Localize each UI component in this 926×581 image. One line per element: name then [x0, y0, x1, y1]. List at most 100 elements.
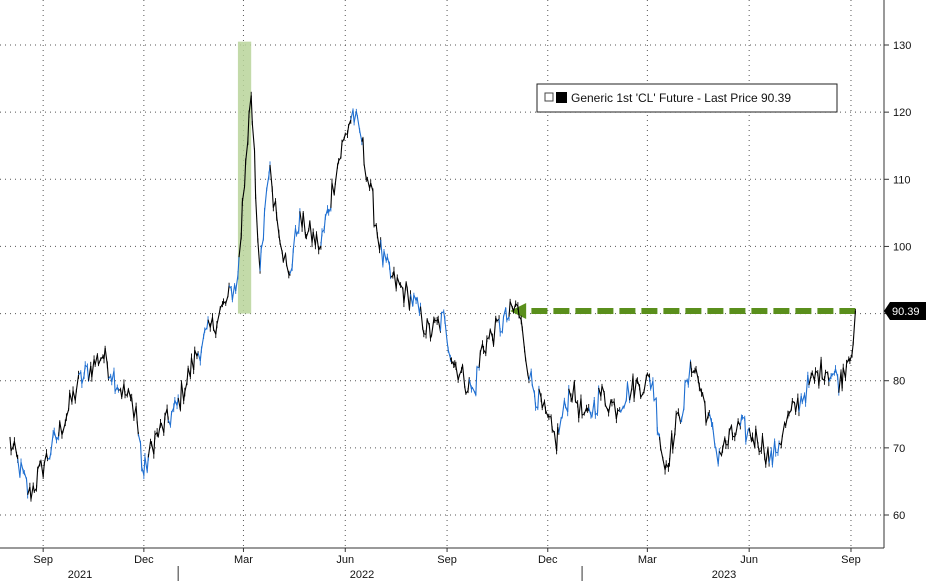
- price-line-segment: [169, 412, 173, 426]
- price-line-segment: [744, 418, 747, 442]
- price-line-segment: [771, 440, 776, 465]
- price-line-segment: [820, 359, 823, 379]
- legend: Generic 1st 'CL' Future - Last Price 90.…: [536, 83, 838, 113]
- price-line-segment: [704, 403, 707, 424]
- price-line-segment: [838, 371, 842, 393]
- price-line-segment: [677, 411, 682, 423]
- x-tick-label: Dec: [134, 554, 154, 566]
- price-line-segment: [403, 282, 407, 303]
- price-line-segment: [488, 329, 491, 338]
- price-line-segment: [281, 252, 284, 262]
- price-line-segment: [240, 201, 243, 237]
- price-line-segment: [780, 435, 783, 446]
- y-tick-label: 120: [893, 107, 911, 119]
- price-line-segment: [462, 365, 466, 388]
- price-line-segment: [238, 236, 242, 258]
- x-tick-label: Jun: [740, 554, 758, 566]
- price-line-segment: [722, 437, 726, 450]
- price-line-segment: [715, 448, 719, 465]
- price-line-segment: [269, 164, 273, 190]
- price-line-segment: [362, 137, 365, 164]
- price-line-segment: [439, 312, 443, 332]
- price-line-segment: [406, 288, 410, 310]
- x-tick-label: Mar: [638, 554, 657, 566]
- price-line-segment: [302, 212, 306, 236]
- price-line-segment: [419, 306, 424, 329]
- price-line-segment: [144, 456, 148, 472]
- price-line-segment: [632, 375, 635, 399]
- price-line-segment: [251, 123, 256, 151]
- price-line-segment: [475, 367, 478, 396]
- price-line-segment: [247, 114, 250, 141]
- price-line-segment: [333, 183, 336, 195]
- legend-label: Generic 1st 'CL' Future - Last Price 90.…: [571, 91, 791, 105]
- y-tick-label: 110: [893, 174, 911, 186]
- legend-swatch: [556, 92, 567, 103]
- price-line-segment: [147, 441, 152, 458]
- price-line-segment: [330, 182, 333, 208]
- price-line-segment: [521, 328, 526, 350]
- price-line-segment: [292, 228, 297, 251]
- price-line-segment: [805, 375, 809, 403]
- price-line-segment: [603, 393, 606, 406]
- price-line-segment: [216, 314, 220, 325]
- last-price-label: 90.39: [892, 306, 920, 318]
- price-line-segment: [393, 270, 397, 289]
- x-tick-label: Dec: [538, 554, 558, 566]
- price-line-segment: [765, 447, 769, 465]
- price-line-segment: [135, 406, 138, 423]
- price-line-segment: [179, 382, 183, 410]
- legend-box: [536, 83, 838, 113]
- price-line-segment: [42, 463, 45, 477]
- price-line-segment: [131, 397, 135, 419]
- price-line-segment: [284, 253, 288, 265]
- price-line-segment: [382, 250, 385, 266]
- price-line-segment: [35, 469, 39, 489]
- price-line-segment: [501, 316, 505, 332]
- price-line-segment: [211, 317, 215, 330]
- price-line-segment: [244, 161, 247, 187]
- price-line-segment: [257, 240, 261, 272]
- price-line-segment: [748, 428, 752, 441]
- legend-toggle-icon: [544, 92, 554, 102]
- price-line-segment: [712, 425, 716, 446]
- y-tick-label: 100: [893, 241, 911, 253]
- price-line-segment: [94, 354, 98, 365]
- x-year-label: 2021: [68, 569, 92, 581]
- gridlines: [0, 0, 884, 548]
- price-line-segment: [608, 400, 612, 413]
- price-line-segment: [40, 460, 44, 477]
- price-line-segment: [58, 421, 61, 437]
- annotations: [237, 41, 856, 319]
- price-line-segment: [649, 377, 652, 389]
- price-line-segment: [253, 150, 257, 197]
- price-line-segment: [410, 294, 414, 306]
- price-line-segment: [334, 165, 339, 184]
- price-line-segment: [633, 380, 637, 399]
- price-line-segment: [425, 319, 428, 335]
- last-price-badge: [884, 301, 926, 320]
- price-line-segment: [444, 319, 448, 342]
- price-line-segment: [668, 433, 673, 463]
- price-line-segment: [262, 212, 266, 240]
- x-tick-label: Sep: [841, 554, 861, 566]
- price-line-segment: [106, 364, 109, 379]
- price-line-segment: [781, 423, 786, 437]
- price-line-segment: [113, 370, 116, 392]
- price-line-segment: [818, 359, 822, 386]
- price-line-segment: [237, 257, 240, 276]
- price-line-segment: [298, 211, 301, 231]
- price-line-segment: [626, 382, 631, 401]
- price-line-segment: [745, 430, 749, 443]
- price-line-segment: [537, 388, 540, 409]
- price-line-segment: [388, 265, 392, 278]
- price-line-segment: [291, 250, 294, 268]
- price-line-segment: [372, 191, 375, 226]
- price-line-segment: [530, 371, 533, 386]
- price-line-segment: [652, 381, 655, 401]
- x-tick-label: Mar: [234, 554, 253, 566]
- x-year-label: 2022: [350, 569, 374, 581]
- series-layer: [9, 91, 856, 502]
